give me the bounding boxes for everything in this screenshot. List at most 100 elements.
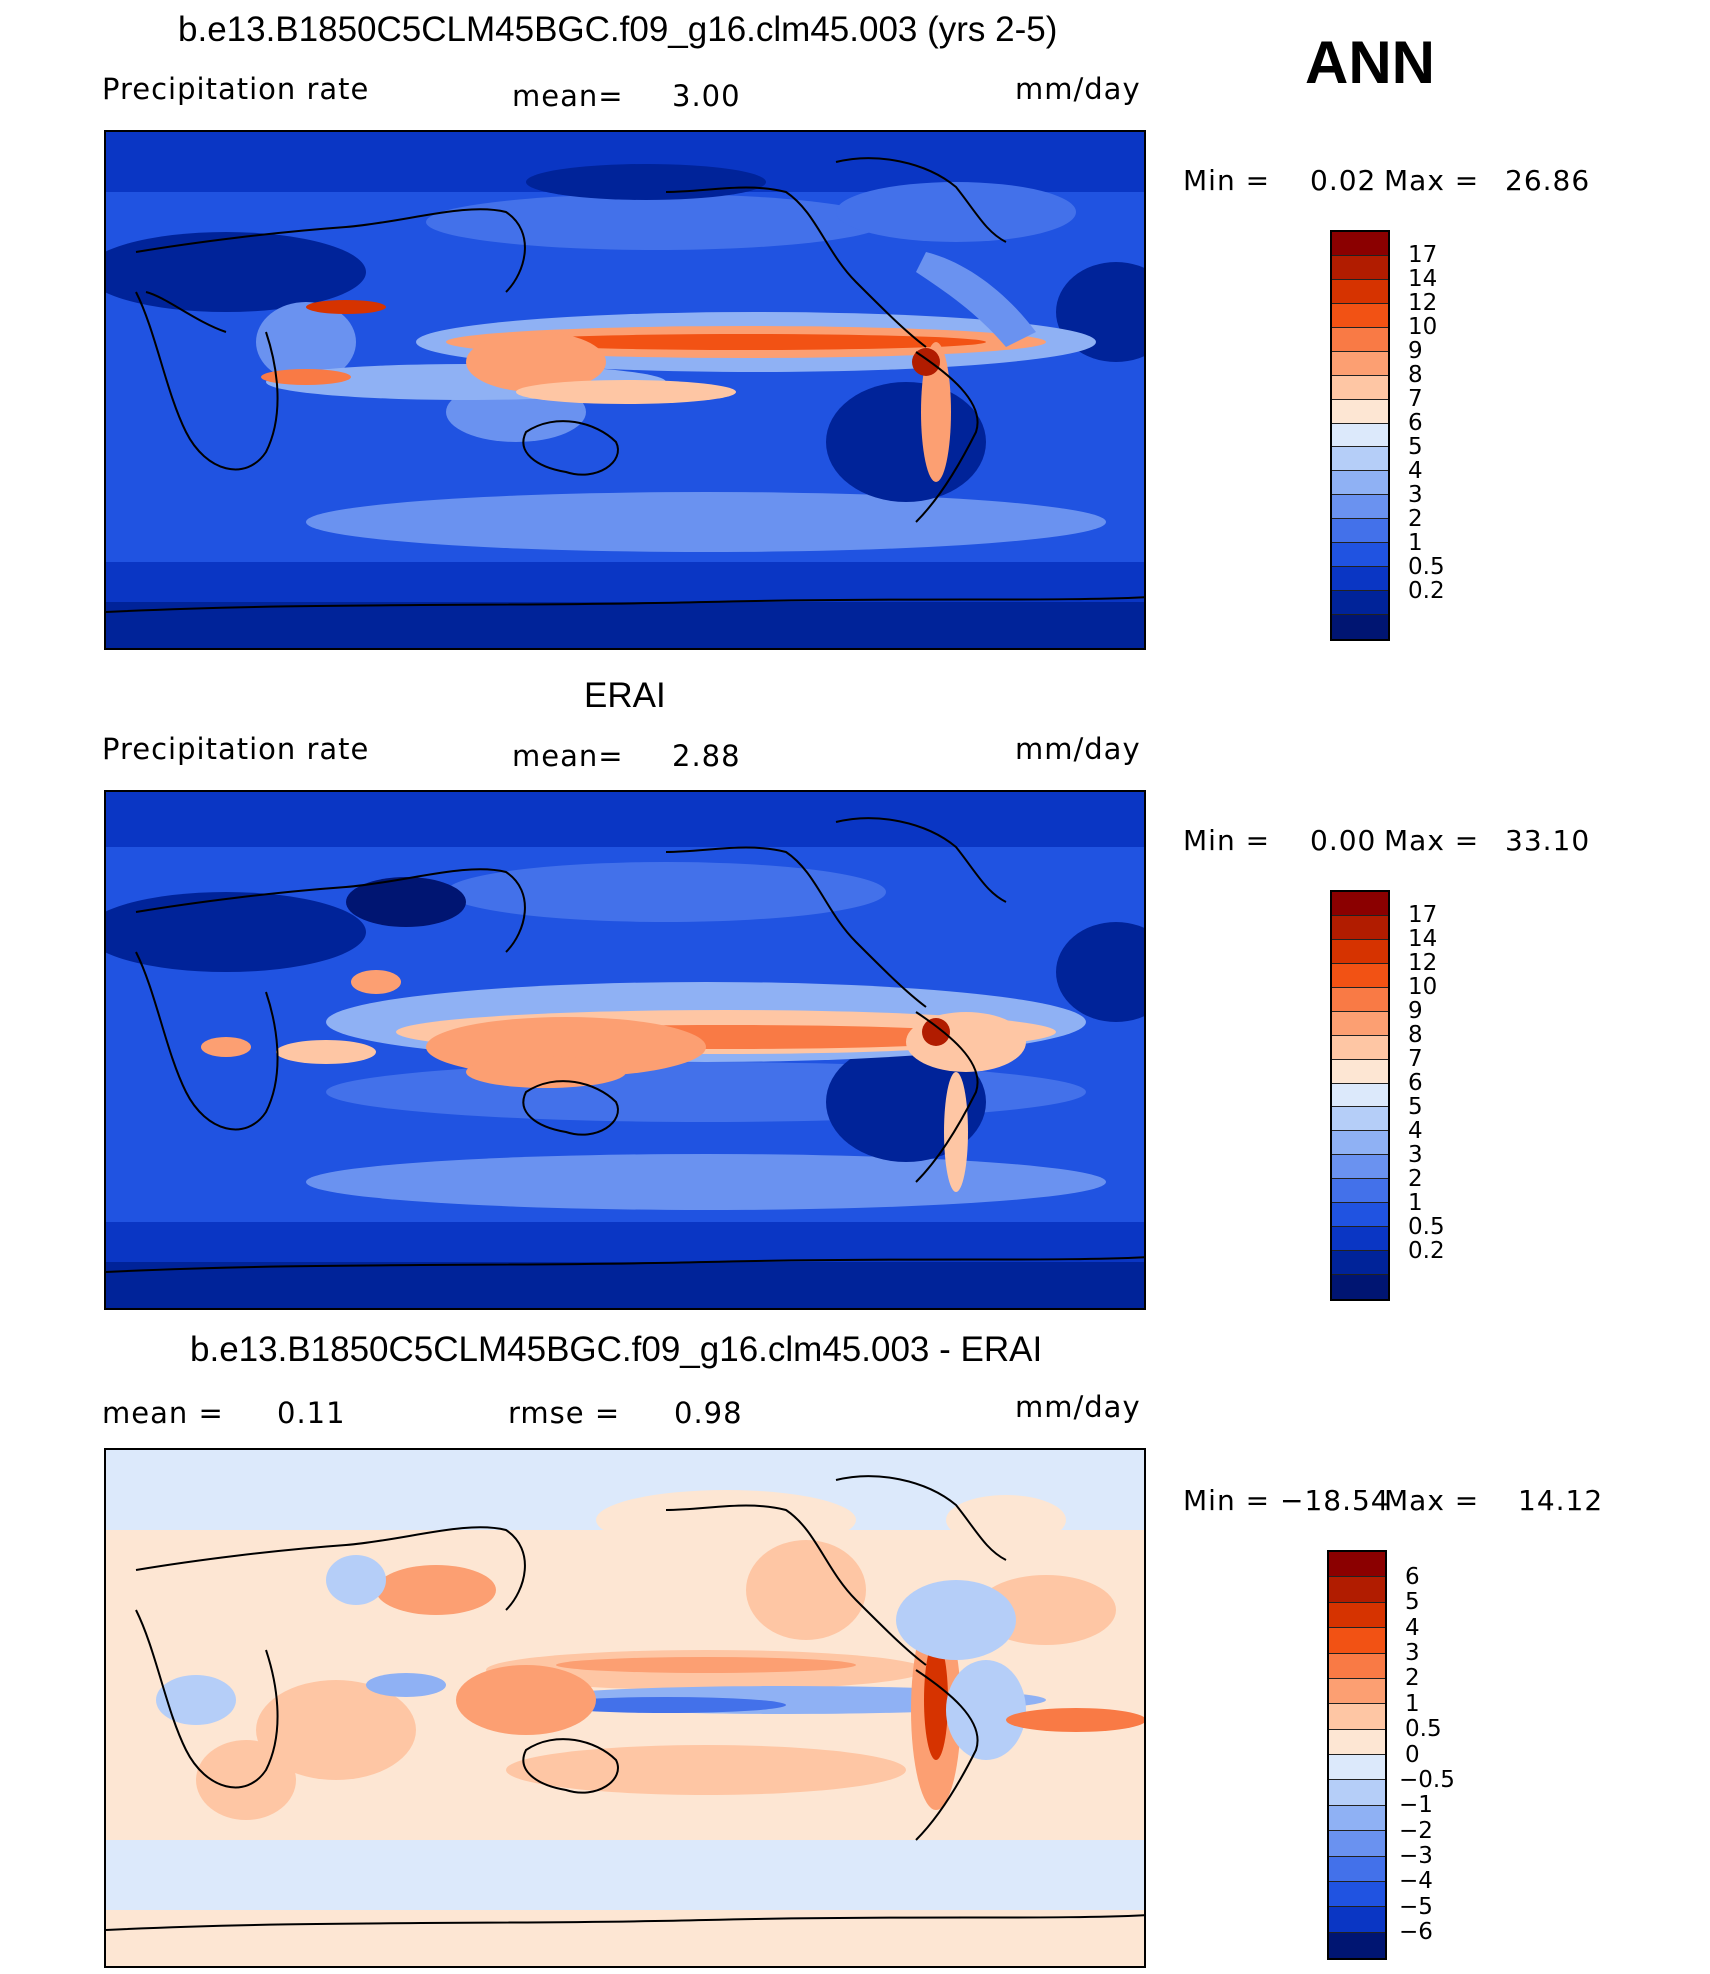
panel-diff-title: b.e13.B1850C5CLM45BGC.f09_g16.clm45.003 …	[190, 1330, 1043, 1369]
colorbar-swatch	[1332, 1155, 1388, 1180]
panel-obs-mean-label: mean=	[512, 739, 624, 773]
colorbar-tick-label: −2	[1399, 1817, 1433, 1844]
colorbar-tick-label: −3	[1399, 1843, 1433, 1869]
colorbar-tick-label: 17	[1408, 902, 1438, 929]
panel-obs-variable: Precipitation rate	[102, 732, 370, 766]
colorbar-tick-label: −0.5	[1399, 1766, 1455, 1793]
colorbar-swatch	[1332, 232, 1388, 256]
colorbar-swatch	[1329, 1856, 1385, 1882]
colorbar-tick-label: 8	[1408, 1022, 1423, 1049]
panel-diff-mean-label: mean =	[102, 1396, 224, 1430]
colorbar-tick-label: −6	[1399, 1919, 1433, 1946]
colorbar-tick-label: 17	[1408, 242, 1438, 269]
colorbar-swatch	[1332, 255, 1388, 280]
colorbar-swatch	[1332, 1107, 1388, 1132]
colorbar-swatch	[1332, 939, 1388, 964]
colorbar-tick-label: 2	[1408, 505, 1423, 532]
panel-obs-min-value: 0.00	[1310, 824, 1377, 857]
colorbar-tick-label: 0.2	[1408, 577, 1445, 604]
colorbar-tick-label: 10	[1408, 974, 1438, 1001]
colorbar-tick-label: 7	[1408, 1046, 1423, 1073]
colorbar-swatch	[1332, 423, 1388, 448]
colorbar-swatch	[1332, 447, 1388, 472]
colorbar-swatch	[1329, 1831, 1385, 1857]
colorbar-tick-label: 2	[1408, 1165, 1423, 1192]
colorbar-swatch	[1329, 1907, 1385, 1933]
colorbar-tick-label: −5	[1399, 1893, 1433, 1920]
colorbar-tick-label: 5	[1408, 433, 1423, 460]
colorbar-swatch	[1329, 1678, 1385, 1705]
map-model-field	[106, 132, 1144, 648]
colorbar-tick-label: 5	[1408, 1093, 1423, 1120]
panel-diff-min-label: Min =	[1183, 1484, 1271, 1517]
panel-model-min-value: 0.02	[1310, 164, 1377, 197]
colorbar-obs	[1330, 890, 1390, 1301]
colorbar-swatch	[1332, 399, 1388, 424]
colorbar-swatch	[1329, 1704, 1385, 1730]
map-obs-field	[106, 792, 1144, 1308]
colorbar-swatch	[1329, 1805, 1385, 1832]
colorbar-diff	[1327, 1550, 1387, 1960]
colorbar-tick-label: 0.5	[1405, 1716, 1442, 1743]
colorbar-swatch	[1329, 1552, 1385, 1578]
colorbar-tick-label: 2	[1405, 1665, 1420, 1692]
colorbar-swatch	[1332, 1227, 1388, 1252]
colorbar-tick-label: 0.2	[1408, 1237, 1445, 1264]
panel-model-units: mm/day	[1015, 72, 1141, 106]
panel-obs-units: mm/day	[1015, 732, 1141, 766]
colorbar-tick-label: 5	[1405, 1589, 1420, 1616]
colorbar-tick-label: 10	[1408, 314, 1438, 341]
colorbar-swatch	[1329, 1755, 1385, 1781]
colorbar-swatch	[1332, 375, 1388, 400]
colorbar-tick-label: 0	[1405, 1741, 1420, 1768]
colorbar-swatch	[1332, 495, 1388, 520]
colorbar-swatch	[1332, 327, 1388, 352]
colorbar-swatch	[1332, 915, 1388, 940]
colorbar-swatch	[1332, 567, 1388, 592]
colorbar-swatch	[1332, 615, 1388, 639]
colorbar-tick-label: 1	[1408, 529, 1423, 556]
panel-diff-rmse-label: rmse =	[508, 1396, 621, 1430]
colorbar-swatch	[1329, 1628, 1385, 1654]
colorbar-tick-label: 8	[1408, 362, 1423, 389]
panel-model-max-value: 26.86	[1505, 164, 1591, 197]
colorbar-swatch	[1332, 279, 1388, 304]
colorbar-tick-label: 1	[1405, 1690, 1420, 1717]
colorbar-swatch	[1329, 1577, 1385, 1603]
colorbar-swatch	[1332, 892, 1388, 916]
colorbar-swatch	[1332, 591, 1388, 615]
colorbar-swatch	[1332, 351, 1388, 376]
panel-diff-mean-value: 0.11	[277, 1396, 346, 1430]
colorbar-tick-label: 4	[1408, 457, 1423, 484]
colorbar-tick-label: 4	[1405, 1614, 1420, 1641]
colorbar-swatch	[1332, 1035, 1388, 1060]
colorbar-tick-label: 6	[1405, 1563, 1420, 1590]
panel-obs-max-value: 33.10	[1505, 824, 1591, 857]
panel-diff-max-label: Max =	[1384, 1484, 1480, 1517]
colorbar-tick-label: 4	[1408, 1117, 1423, 1144]
colorbar-swatch	[1329, 1729, 1385, 1755]
panel-diff-rmse-value: 0.98	[674, 1396, 743, 1430]
colorbar-swatch	[1332, 519, 1388, 544]
colorbar-swatch	[1332, 1011, 1388, 1036]
map-model	[104, 130, 1146, 650]
colorbar-swatch	[1332, 303, 1388, 328]
colorbar-swatch	[1332, 1275, 1388, 1299]
panel-obs-max-label: Max =	[1384, 824, 1480, 857]
panel-obs-mean-value: 2.88	[672, 739, 741, 773]
colorbar-swatch	[1332, 1083, 1388, 1108]
colorbar-swatch	[1332, 1251, 1388, 1275]
colorbar-tick-label: 14	[1408, 266, 1438, 293]
colorbar-tick-label: 7	[1408, 386, 1423, 413]
colorbar-tick-label: 12	[1408, 950, 1438, 977]
panel-diff-units: mm/day	[1015, 1390, 1141, 1424]
colorbar-tick-label: −4	[1399, 1868, 1433, 1895]
colorbar-model	[1330, 230, 1390, 641]
colorbar-swatch	[1329, 1881, 1385, 1908]
colorbar-swatch	[1332, 1203, 1388, 1228]
colorbar-swatch	[1332, 963, 1388, 988]
panel-diff-max-value: 14.12	[1518, 1484, 1604, 1517]
colorbar-swatch	[1332, 987, 1388, 1012]
panel-model-max-label: Max =	[1384, 164, 1480, 197]
colorbar-tick-label: 9	[1408, 338, 1423, 365]
